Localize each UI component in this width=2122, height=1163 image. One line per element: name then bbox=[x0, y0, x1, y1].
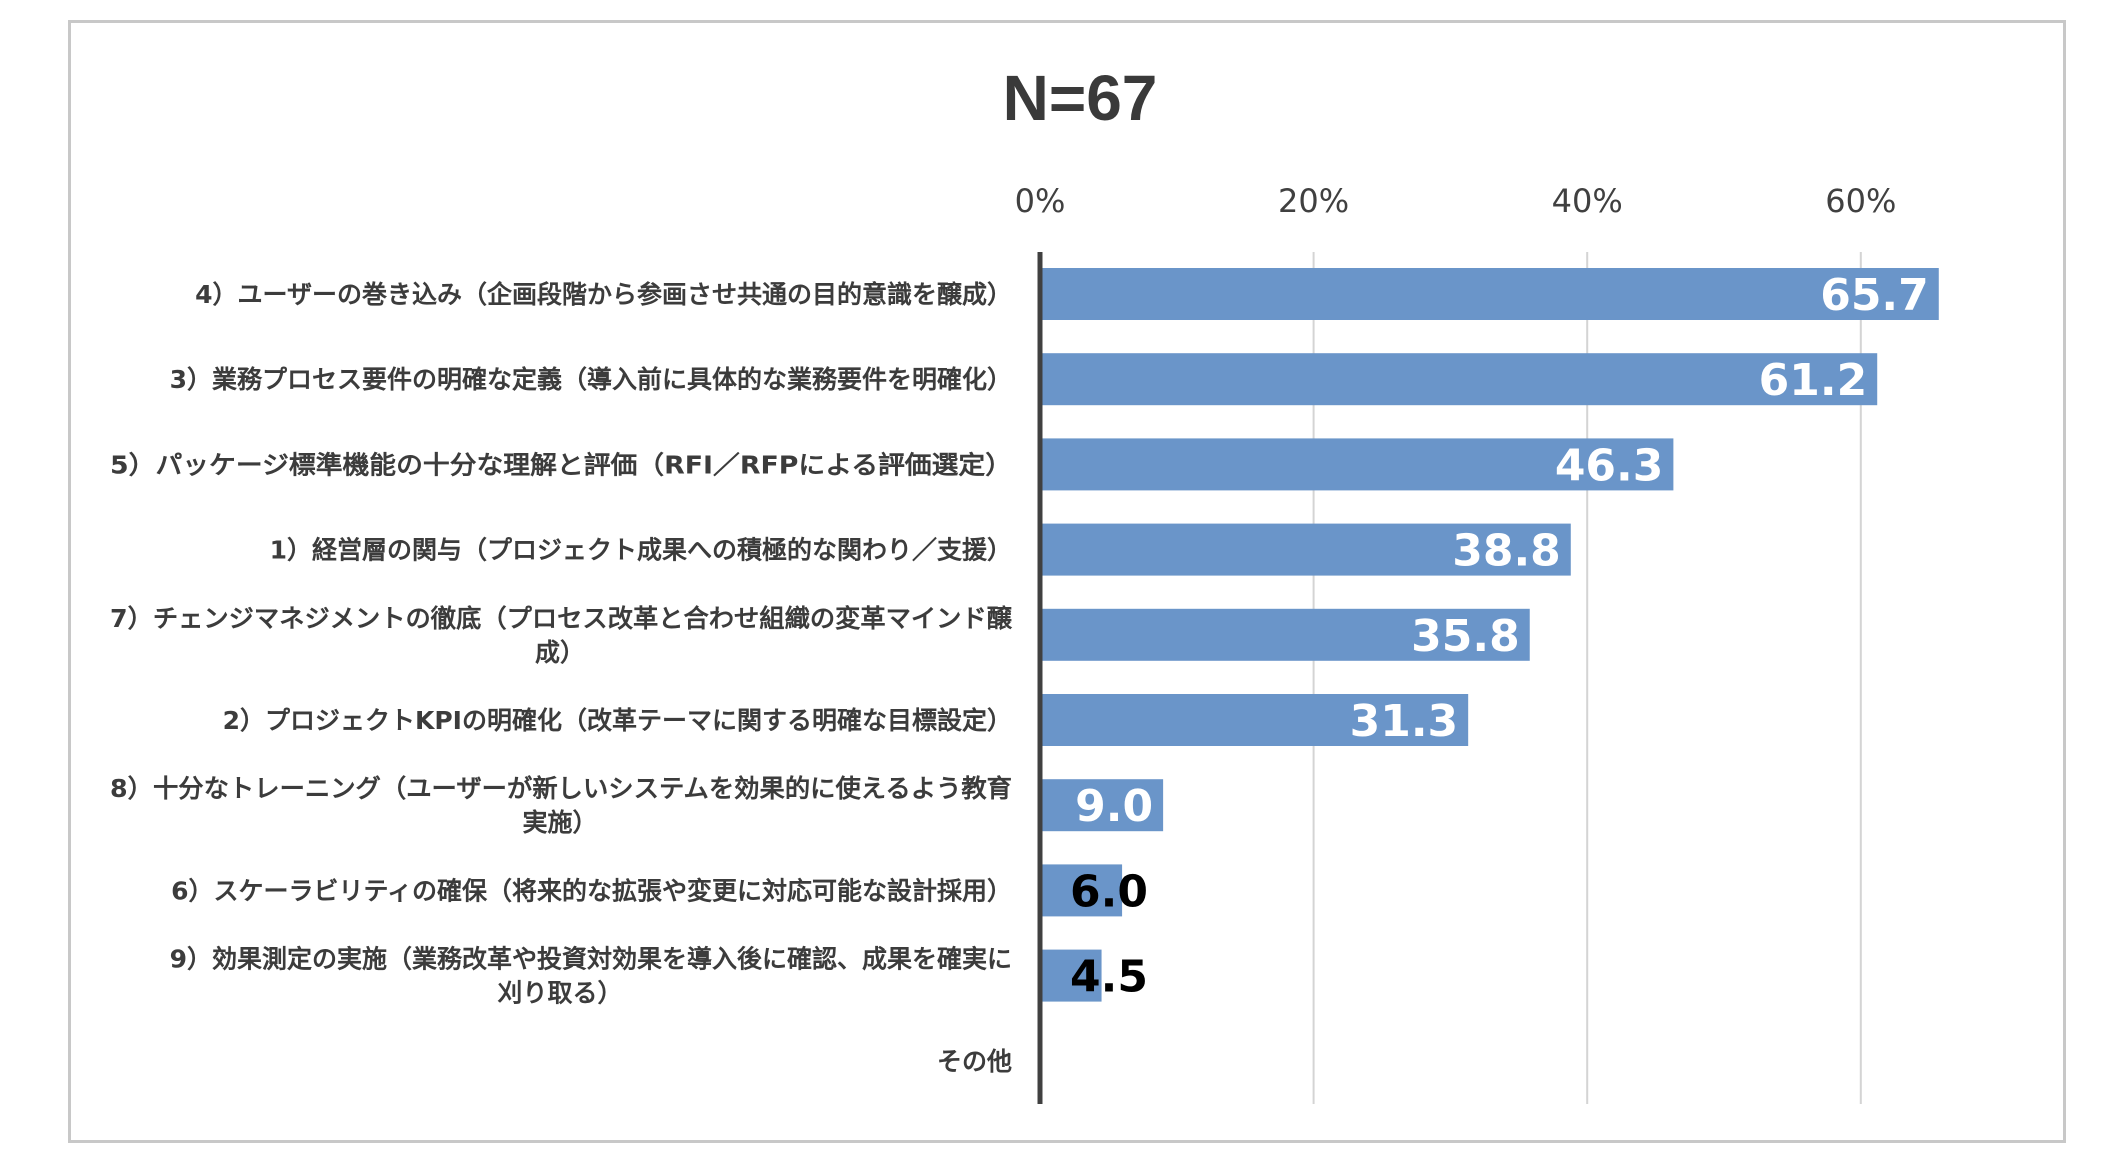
category-label: 6）スケーラビリティの確保（将来的な拡張や変更に対応可能な設計採用） bbox=[171, 876, 1012, 905]
bar bbox=[1040, 438, 1674, 491]
data-label: 9.0 bbox=[1075, 781, 1153, 832]
category-label: 成） bbox=[535, 638, 585, 667]
category-label: 3）業務プロセス要件の明確な定義（導入前に具体的な業務要件を明確化） bbox=[170, 365, 1012, 394]
bar bbox=[1040, 864, 1123, 917]
category-label: 4）ユーザーの巻き込み（企画段階から参画させ共通の目的意識を醸成） bbox=[195, 280, 1012, 309]
data-label: 38.8 bbox=[1452, 526, 1561, 577]
x-tick-label: 0% bbox=[1015, 182, 1066, 220]
category-label: 7）チェンジマネジメントの徹底（プロセス改革と合わせ組織の変革マインド醸 bbox=[110, 604, 1013, 633]
bar bbox=[1040, 694, 1469, 746]
bar bbox=[1040, 779, 1164, 832]
category-label: 8）十分なトレーニング（ユーザーが新しいシステムを効果的に使えるよう教育 bbox=[110, 774, 1012, 803]
data-label: 35.8 bbox=[1411, 611, 1520, 662]
category-label: 2）プロジェクトKPIの明確化（改革テーマに関する明確な目標設定） bbox=[223, 706, 1012, 735]
x-tick-label: 40% bbox=[1552, 182, 1623, 220]
data-label: 61.2 bbox=[1759, 355, 1868, 406]
bar bbox=[1040, 353, 1878, 406]
bar bbox=[1040, 268, 1939, 320]
x-tick-label: 60% bbox=[1825, 182, 1896, 220]
data-label: 6.0 bbox=[1070, 866, 1148, 917]
chart-title: N=67 bbox=[1003, 62, 1158, 134]
data-label: 46.3 bbox=[1555, 440, 1664, 491]
bar bbox=[1040, 523, 1571, 576]
category-label: その他 bbox=[937, 1047, 1012, 1076]
category-label: 実施） bbox=[522, 808, 597, 837]
category-label: 9）効果測定の実施（業務改革や投資対効果を導入後に確認、成果を確実に bbox=[170, 945, 1012, 974]
category-label: 1）経営層の関与（プロジェクト成果への積極的な関わり／支援） bbox=[270, 536, 1012, 565]
data-label: 4.5 bbox=[1070, 952, 1148, 1003]
data-label: 31.3 bbox=[1350, 696, 1459, 747]
category-label: 5）パッケージ標準機能の十分な理解と評価（RFI／RFPによる評価選定） bbox=[110, 450, 1012, 479]
data-label: 65.7 bbox=[1820, 270, 1929, 321]
bar bbox=[1040, 949, 1102, 1002]
x-tick-label: 20% bbox=[1278, 182, 1349, 220]
bar bbox=[1040, 608, 1530, 661]
category-label: 刈り取る） bbox=[497, 979, 622, 1008]
